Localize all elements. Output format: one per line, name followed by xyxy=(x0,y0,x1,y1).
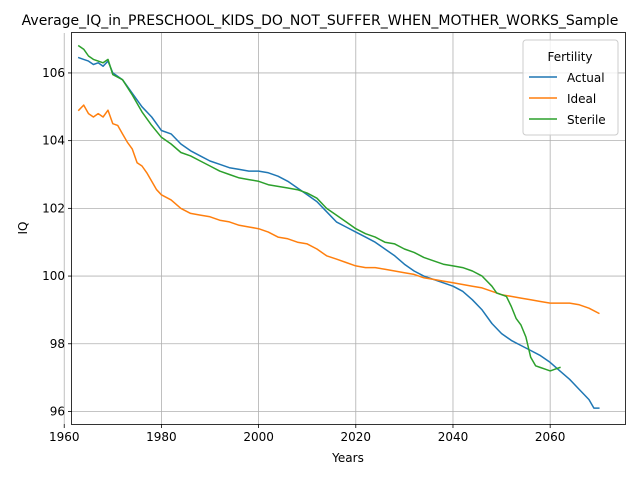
x-tick-label: 2000 xyxy=(243,430,274,444)
x-axis-ticks: 1960 1980 2000 2020 2040 2060 xyxy=(49,424,565,444)
y-axis-ticks: 96 98 100 102 104 106 xyxy=(42,66,72,418)
chart-title: Average_IQ_in_PRESCHOOL_KIDS_DO_NOT_SUFF… xyxy=(22,13,619,29)
legend-label-sterile: Sterile xyxy=(567,113,606,127)
y-tick-label: 98 xyxy=(50,337,65,351)
x-tick-label: 2060 xyxy=(535,430,566,444)
x-tick-label: 1980 xyxy=(146,430,177,444)
x-tick-label: 2020 xyxy=(341,430,372,444)
legend-title: Fertility xyxy=(547,50,592,64)
legend-box xyxy=(522,39,619,136)
y-tick-label: 100 xyxy=(42,269,65,283)
plot-frame xyxy=(71,32,626,425)
series-lines xyxy=(77,44,600,409)
legend-label-ideal: Ideal xyxy=(567,92,596,106)
y-tick-label: 96 xyxy=(50,404,65,418)
y-tick-label: 102 xyxy=(42,201,65,215)
x-axis-label: Years xyxy=(331,451,364,465)
legend: Fertility Actual Ideal Sterile xyxy=(522,39,619,136)
series-line-actual xyxy=(77,56,600,409)
y-axis-label: IQ xyxy=(16,222,30,235)
x-tick-label: 1960 xyxy=(49,430,80,444)
y-tick-label: 106 xyxy=(42,66,65,80)
y-tick-label: 104 xyxy=(42,134,65,148)
legend-label-actual: Actual xyxy=(567,71,605,85)
x-tick-label: 2040 xyxy=(438,430,469,444)
series-line-sterile xyxy=(77,44,561,372)
